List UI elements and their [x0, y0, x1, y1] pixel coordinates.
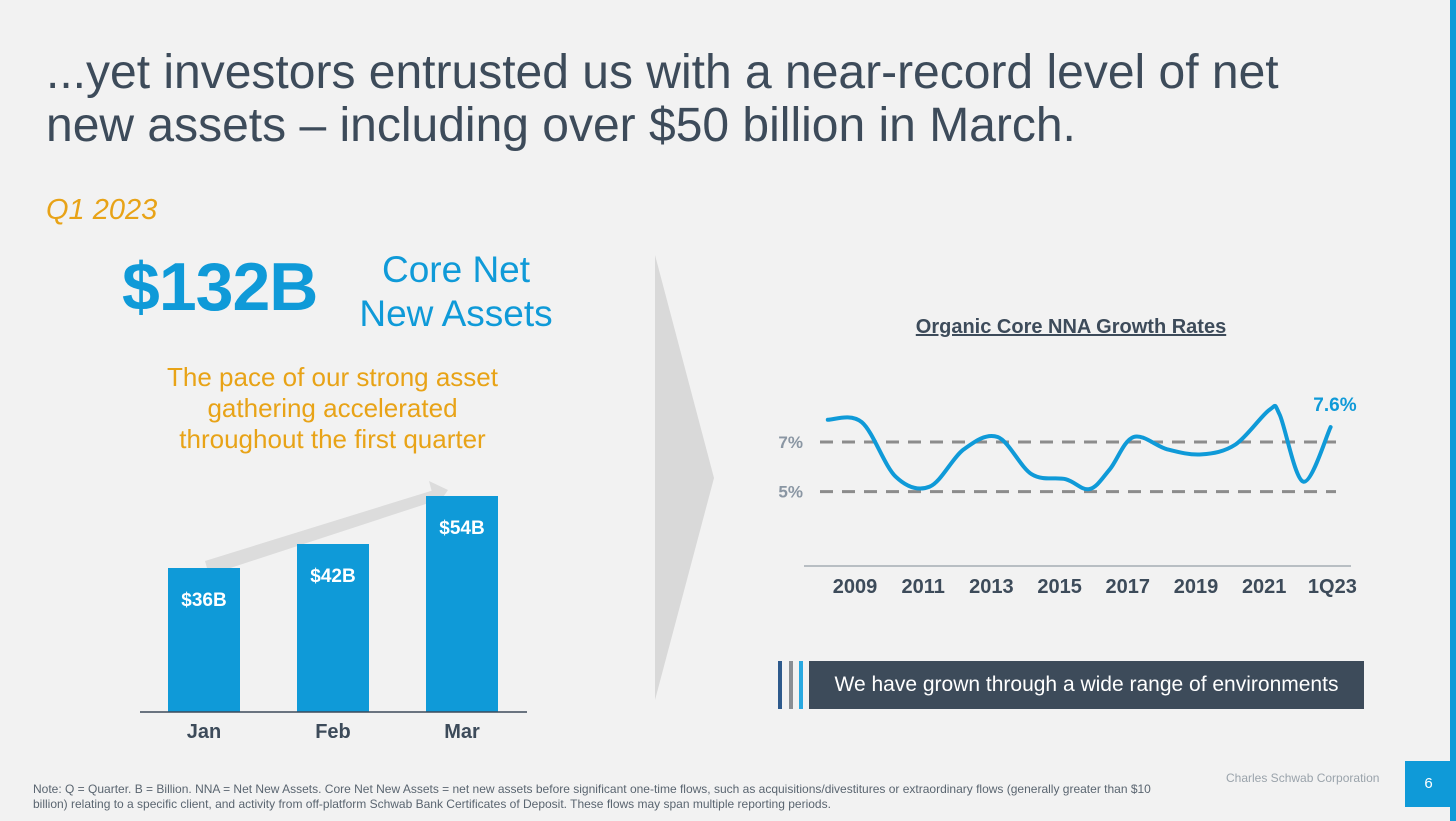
trend-arrow-shaft — [205, 490, 438, 575]
x-tick-label: 2015 — [1037, 576, 1082, 598]
callout-text: We have grown through a wide range of en… — [809, 661, 1364, 709]
pace-commentary-line-3: throughout the first quarter — [179, 424, 486, 454]
pace-commentary-line-2: gathering accelerated — [207, 393, 458, 423]
trend-arrow-head — [429, 481, 448, 507]
x-tick-label: 2021 — [1242, 576, 1287, 598]
slide-title-line-2: new assets – including over $50 billion … — [46, 99, 1076, 152]
x-tick-label: 2013 — [969, 576, 1014, 598]
x-tick-label: 2017 — [1106, 576, 1151, 598]
headline-label-line-2: New Assets — [359, 293, 553, 334]
growth-rate-series-line — [825, 403, 1333, 492]
trend-arrow-icon — [205, 481, 448, 575]
bar-data-label: $54B — [439, 518, 484, 539]
bar-feb — [297, 544, 369, 712]
x-tick-label: Feb — [315, 721, 351, 743]
headline-label-line-1: Core Net — [381, 249, 531, 290]
x-tick-label: Jan — [187, 721, 221, 743]
slide-title: ...yet investors entrusted us with a nea… — [46, 46, 1366, 152]
bar-jan — [168, 568, 240, 712]
x-tick-label: 1Q23 — [1308, 576, 1357, 598]
reference-label: 7% — [778, 433, 803, 452]
footnote-line-2: billion) relating to a specific client, … — [33, 797, 831, 811]
pace-commentary: The pace of our strong asset gathering a… — [130, 362, 535, 455]
company-name: Charles Schwab Corporation — [1226, 771, 1380, 785]
reference-label: 5% — [778, 483, 803, 502]
footnote-line-1: Note: Q = Quarter. B = Billion. NNA = Ne… — [33, 782, 1151, 796]
bar-data-label: $42B — [310, 566, 355, 587]
right-edge-accent — [1450, 0, 1456, 821]
x-tick-label: 2011 — [902, 576, 945, 598]
chevron-arrow-shape — [655, 255, 714, 700]
series-end-label: 7.6% — [1313, 395, 1356, 416]
callout-stripes-icon — [778, 661, 803, 709]
x-tick-label: 2009 — [833, 576, 878, 598]
page-number: 6 — [1405, 761, 1452, 807]
bar-mar — [426, 496, 498, 712]
period-label: Q1 2023 — [46, 194, 158, 226]
footnote: Note: Q = Quarter. B = Billion. NNA = Ne… — [33, 782, 1183, 812]
headline-value: $132B — [122, 249, 318, 325]
x-tick-label: Mar — [444, 721, 480, 743]
x-tick-label: 2019 — [1174, 576, 1219, 598]
bar-data-label: $36B — [181, 590, 226, 611]
slide-title-line-1: ...yet investors entrusted us with a nea… — [46, 46, 1279, 99]
pace-commentary-line-1: The pace of our strong asset — [167, 362, 498, 392]
line-chart-title: Organic Core NNA Growth Rates — [916, 316, 1226, 338]
headline-label: Core Net New Assets — [348, 248, 564, 336]
